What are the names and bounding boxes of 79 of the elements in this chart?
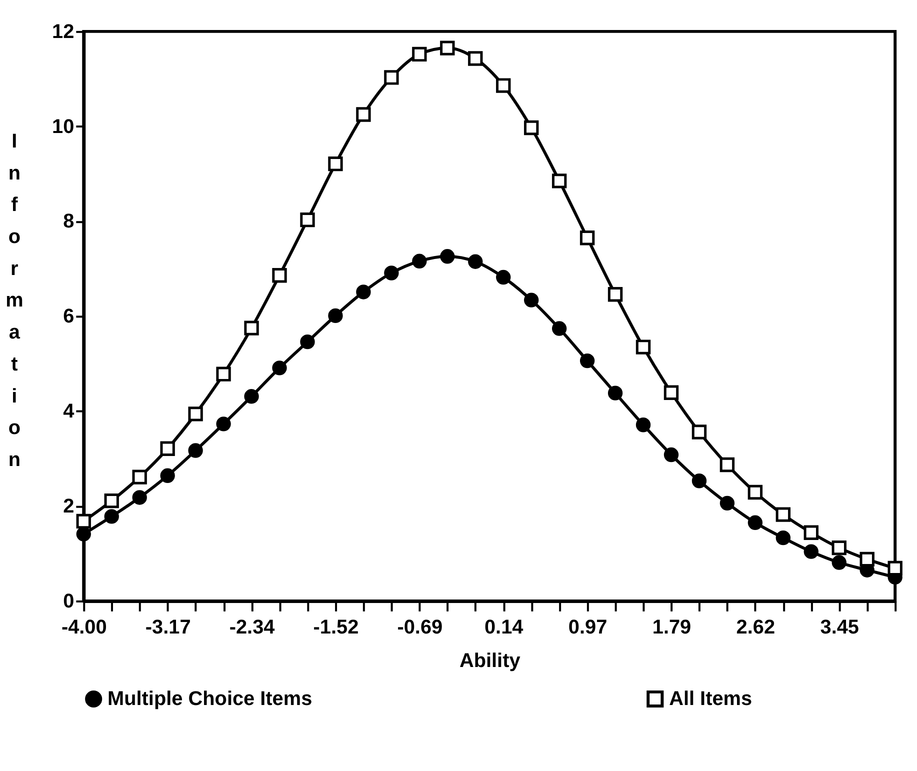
point [860,552,874,567]
point [580,353,595,368]
point [608,287,623,302]
point [356,284,371,300]
point [440,40,455,56]
y-tick-label: 0 [63,590,74,612]
point [300,334,315,350]
point [776,507,791,522]
point [132,470,147,484]
point [244,320,259,336]
point [524,292,539,308]
point [272,360,287,376]
point [608,386,623,400]
y-tick-label: 10 [52,116,74,138]
point [328,156,343,172]
point [720,457,735,472]
legend-label: All Items [669,688,752,710]
point [748,515,763,530]
point [272,268,287,283]
point [328,308,343,324]
x-tick-label: 3.45 [820,616,860,638]
y-tick-label: 8 [63,210,74,233]
point [216,366,231,382]
x-tick-label: 0.14 [484,616,524,638]
point [804,525,818,540]
y-tick-label: 2 [63,496,74,518]
point [832,540,846,556]
point [76,526,91,542]
point [888,560,902,576]
point [412,254,427,268]
y-tick-label: 12 [52,20,74,43]
point [132,490,147,505]
point [832,555,846,570]
x-tick-label: 2.62 [736,616,776,638]
point [412,46,427,62]
x-tick-label: -4.00 [61,616,107,638]
point [720,496,735,511]
point [524,120,539,136]
point [636,340,651,354]
legend-label: Multiple Choice Items [108,688,312,710]
point [552,321,567,336]
x-tick-label: -2.34 [229,616,275,638]
point [496,270,511,285]
y-tick-label: 6 [63,306,74,328]
point [104,509,119,524]
point [440,249,455,264]
point [580,230,595,246]
point [748,484,763,500]
text: Information [6,130,24,472]
x-tick-label: 1.79 [652,616,692,638]
point [664,447,679,462]
point [244,389,259,404]
x-tick-label: -0.69 [397,616,443,638]
point [804,544,818,559]
point [552,174,567,188]
point [692,424,707,440]
point [216,416,231,432]
point [160,468,175,483]
point [160,441,175,456]
point [776,530,791,546]
point [188,443,203,458]
y-tick-label: 4 [63,400,74,423]
point [76,514,91,529]
point [300,212,315,228]
point [188,406,203,422]
point [468,254,483,269]
x-tick-label: 0.97 [568,616,608,638]
x-tick-label: -3.17 [145,616,191,638]
x-tick-label: -1.52 [313,616,359,638]
point [664,385,679,400]
point [104,493,119,508]
point [496,78,511,93]
point [692,474,707,488]
point [356,107,371,122]
point [636,418,651,432]
x-axis-title: Ability [459,650,520,672]
point [468,51,483,66]
point [384,70,399,85]
point [384,266,399,280]
